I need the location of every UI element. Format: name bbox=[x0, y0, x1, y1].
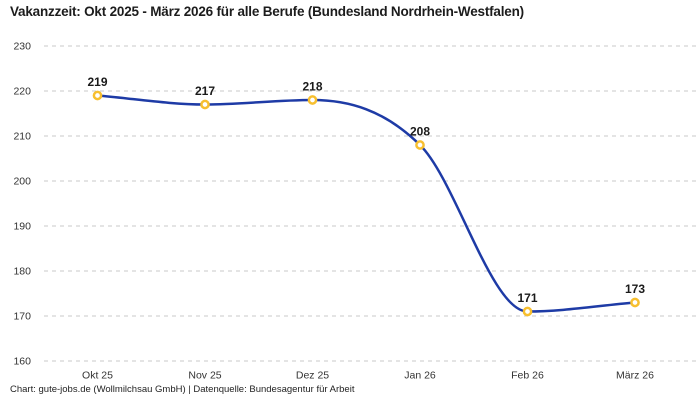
data-point-marker[interactable] bbox=[522, 306, 533, 317]
y-tick-label: 220 bbox=[13, 86, 31, 98]
chart-credit: Chart: gute-jobs.de (Wollmilchsau GmbH) … bbox=[10, 384, 355, 395]
data-point-marker[interactable] bbox=[415, 140, 425, 150]
data-point-marker[interactable] bbox=[200, 99, 210, 110]
y-tick-label: 210 bbox=[13, 131, 31, 143]
data-point-label: 217 bbox=[195, 84, 215, 98]
data-point-marker[interactable] bbox=[307, 95, 318, 105]
series-line bbox=[96, 94, 637, 313]
data-point-label: 218 bbox=[302, 80, 322, 94]
y-tick-label: 160 bbox=[13, 356, 31, 368]
data-point-label: 208 bbox=[410, 125, 430, 139]
data-point-marker[interactable] bbox=[92, 90, 103, 101]
data-point-label: 173 bbox=[625, 282, 645, 296]
x-tick-label: Jan 26 bbox=[404, 370, 436, 382]
data-point-label: 171 bbox=[517, 291, 537, 305]
x-tick-label: März 26 bbox=[616, 370, 654, 382]
data-point-marker[interactable] bbox=[630, 297, 640, 308]
y-tick-label: 230 bbox=[13, 41, 31, 53]
x-tick-label: Feb 26 bbox=[511, 370, 544, 382]
y-tick-label: 170 bbox=[13, 311, 31, 323]
y-tick-label: 200 bbox=[13, 176, 31, 188]
y-tick-label: 190 bbox=[13, 221, 31, 233]
x-tick-label: Nov 25 bbox=[188, 370, 221, 382]
chart-title: Vakanzzeit: Okt 2025 - März 2026 für all… bbox=[10, 4, 524, 19]
y-tick-label: 180 bbox=[13, 266, 31, 278]
data-point-label: 219 bbox=[87, 75, 107, 89]
x-tick-label: Dez 25 bbox=[296, 370, 329, 382]
x-tick-label: Okt 25 bbox=[82, 370, 113, 382]
